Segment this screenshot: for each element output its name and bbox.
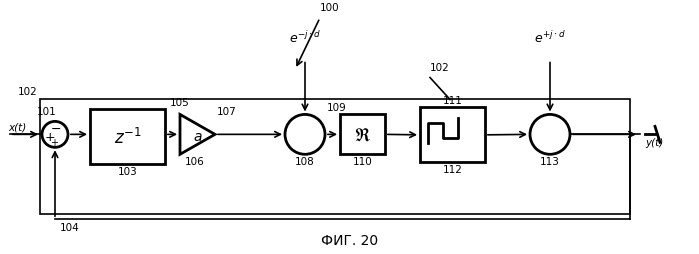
Text: ФИГ. 20: ФИГ. 20 xyxy=(322,233,379,247)
Bar xyxy=(40,100,630,214)
Text: 102: 102 xyxy=(18,87,38,97)
Text: $z^{-1}$: $z^{-1}$ xyxy=(114,127,141,147)
Text: 101: 101 xyxy=(37,107,57,117)
Text: 109: 109 xyxy=(327,103,347,113)
Text: +: + xyxy=(50,138,58,148)
Bar xyxy=(420,108,485,163)
Text: 103: 103 xyxy=(117,167,138,177)
Text: 100: 100 xyxy=(320,3,340,13)
Polygon shape xyxy=(180,115,215,155)
Text: 105: 105 xyxy=(170,98,189,108)
Text: $e^{-j \cdot d}$: $e^{-j \cdot d}$ xyxy=(289,30,321,45)
Text: +: + xyxy=(45,130,55,143)
Text: x(t): x(t) xyxy=(8,122,27,132)
Text: 108: 108 xyxy=(295,157,315,167)
Text: 112: 112 xyxy=(442,165,463,174)
Text: $e^{+j \cdot d}$: $e^{+j \cdot d}$ xyxy=(534,30,566,45)
Text: 107: 107 xyxy=(217,107,237,117)
Circle shape xyxy=(42,122,68,148)
Text: 110: 110 xyxy=(352,157,373,167)
Text: −: − xyxy=(51,122,62,135)
Circle shape xyxy=(285,115,325,155)
Circle shape xyxy=(530,115,570,155)
Text: 111: 111 xyxy=(442,96,463,106)
Text: 113: 113 xyxy=(540,157,560,167)
Bar xyxy=(340,115,385,155)
Bar xyxy=(90,110,165,165)
Text: 104: 104 xyxy=(60,222,80,232)
Text: $\mathfrak{R}$: $\mathfrak{R}$ xyxy=(354,126,371,144)
Text: a: a xyxy=(193,130,202,144)
Text: 102: 102 xyxy=(430,62,449,72)
Text: y(t): y(t) xyxy=(645,138,663,148)
Text: 106: 106 xyxy=(185,157,205,167)
